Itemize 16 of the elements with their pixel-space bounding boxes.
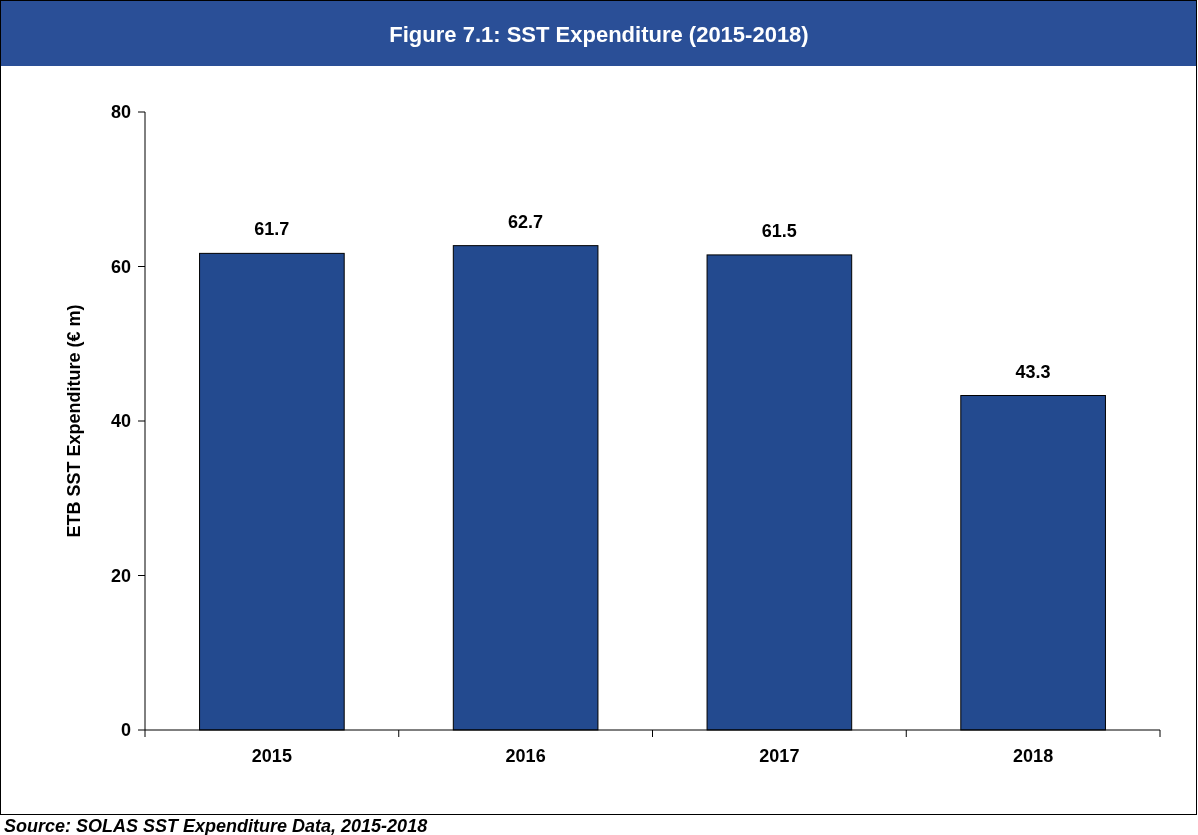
chart-title: Figure 7.1: SST Expenditure (2015-2018) <box>389 22 809 47</box>
x-tick-label: 2015 <box>251 746 292 766</box>
y-tick-label: 20 <box>110 565 131 586</box>
y-tick-label: 40 <box>110 411 131 432</box>
data-label: 61.7 <box>254 219 290 240</box>
y-axis-title: ETB SST Expenditure (€ m) <box>64 304 84 538</box>
y-tick-label: 80 <box>110 102 131 123</box>
data-label: 61.5 <box>761 220 797 241</box>
x-tick-label: 2018 <box>1013 746 1054 766</box>
data-label: 62.7 <box>508 211 544 232</box>
y-tick-label: 60 <box>110 256 131 277</box>
y-tick-label: 0 <box>120 720 131 741</box>
data-label: 43.3 <box>1015 361 1051 382</box>
x-tick-label: 2017 <box>759 746 800 766</box>
source-note: Source: SOLAS SST Expenditure Data, 2015-2018 <box>4 816 428 835</box>
x-tick-label: 2016 <box>505 746 546 766</box>
